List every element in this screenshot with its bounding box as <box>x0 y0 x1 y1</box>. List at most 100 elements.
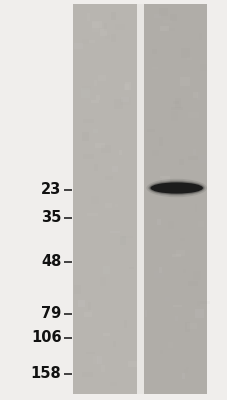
Bar <box>104 176 113 180</box>
Bar <box>120 236 126 244</box>
Bar <box>93 356 98 364</box>
Bar <box>192 92 197 98</box>
Bar <box>104 35 110 39</box>
Bar <box>153 14 160 18</box>
Bar <box>194 204 196 212</box>
Bar <box>129 267 133 269</box>
Bar <box>174 316 178 321</box>
Ellipse shape <box>149 181 203 194</box>
Bar <box>198 155 208 163</box>
Bar <box>110 231 119 233</box>
Bar <box>97 356 102 364</box>
Bar <box>159 176 169 178</box>
Bar <box>123 320 127 328</box>
Bar <box>106 72 115 80</box>
Bar <box>74 42 83 49</box>
Bar <box>122 236 132 238</box>
Bar <box>91 100 99 103</box>
Bar <box>144 310 147 318</box>
Bar <box>74 285 81 294</box>
Bar <box>146 377 149 384</box>
Bar <box>87 12 90 22</box>
Bar <box>174 98 180 108</box>
Bar <box>192 148 195 155</box>
Bar <box>115 24 124 30</box>
Bar <box>94 143 105 148</box>
Bar <box>194 309 203 318</box>
Bar <box>95 95 99 100</box>
Bar <box>168 342 172 348</box>
Bar <box>181 373 185 379</box>
Bar <box>83 120 93 123</box>
Bar <box>162 180 173 186</box>
Bar <box>143 4 207 394</box>
Bar <box>87 302 91 310</box>
Bar <box>166 28 175 31</box>
Bar <box>91 22 99 32</box>
Bar <box>114 99 122 109</box>
Bar <box>185 367 188 369</box>
Bar <box>183 189 188 191</box>
Bar <box>80 88 90 98</box>
Bar <box>94 80 97 86</box>
Bar <box>92 21 101 28</box>
Bar <box>183 369 188 373</box>
Bar <box>188 281 197 286</box>
Bar <box>192 271 200 280</box>
Ellipse shape <box>150 182 202 194</box>
Bar <box>94 164 98 170</box>
Bar <box>104 204 111 208</box>
Bar <box>199 34 202 40</box>
Ellipse shape <box>146 179 206 197</box>
Ellipse shape <box>148 180 204 196</box>
Bar <box>170 111 177 121</box>
Bar <box>199 301 209 304</box>
Bar <box>178 158 183 165</box>
Bar <box>162 20 172 23</box>
Text: 48: 48 <box>41 254 61 270</box>
Bar <box>158 137 162 146</box>
Bar <box>154 271 163 278</box>
Bar <box>81 132 89 142</box>
Bar <box>146 129 154 132</box>
Bar <box>158 267 161 273</box>
Bar <box>187 156 197 160</box>
Bar <box>197 221 203 227</box>
Bar <box>175 250 185 256</box>
Bar <box>196 301 199 306</box>
Bar <box>152 49 157 54</box>
Bar <box>78 300 84 308</box>
Bar <box>151 150 158 156</box>
Bar <box>120 97 128 102</box>
Bar <box>118 150 121 155</box>
Bar <box>199 64 206 71</box>
Text: 106: 106 <box>31 330 61 346</box>
Bar <box>181 48 189 58</box>
Bar <box>112 166 117 172</box>
Bar <box>151 67 157 69</box>
Bar <box>179 238 185 241</box>
Bar <box>113 341 116 347</box>
Bar <box>98 75 106 81</box>
Text: 35: 35 <box>41 210 61 226</box>
Bar <box>158 191 169 197</box>
Bar <box>111 12 115 20</box>
Bar <box>109 382 116 386</box>
Bar <box>73 4 136 394</box>
Bar <box>169 14 177 22</box>
Bar <box>158 8 167 16</box>
Bar <box>101 365 105 372</box>
Bar <box>159 26 168 31</box>
Bar <box>102 266 110 274</box>
Bar <box>83 154 94 159</box>
Bar <box>89 40 94 42</box>
Bar <box>196 183 203 187</box>
Bar <box>82 86 91 90</box>
Bar <box>127 362 137 367</box>
Bar <box>165 297 169 302</box>
Bar <box>100 145 110 153</box>
Bar <box>89 310 92 312</box>
Bar <box>173 304 182 307</box>
Bar <box>196 92 199 100</box>
Bar <box>99 277 105 286</box>
